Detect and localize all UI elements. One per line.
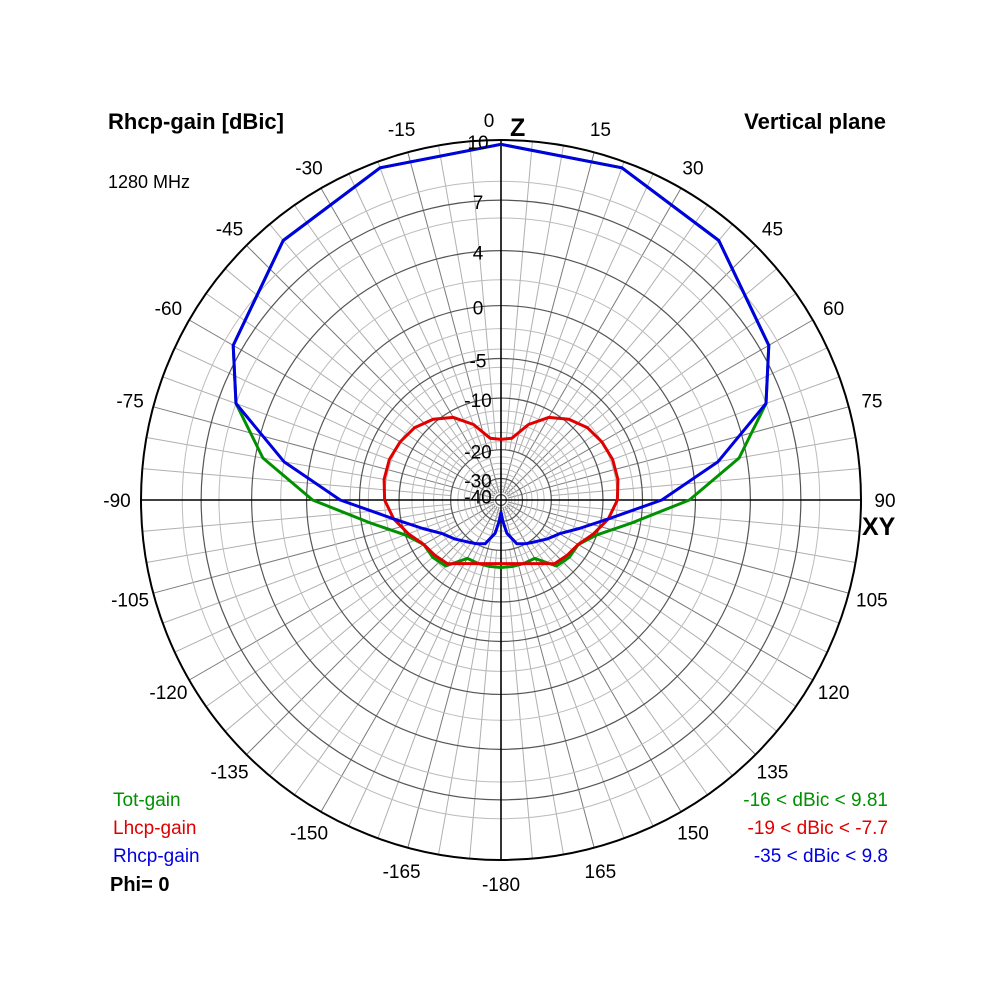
grid-spoke <box>506 505 756 755</box>
angle-label: 165 <box>585 862 617 883</box>
angle-label: -150 <box>290 824 328 845</box>
grid-spoke <box>320 187 498 494</box>
angle-label: -165 <box>383 862 421 883</box>
grid-spoke <box>153 501 494 594</box>
chart-title-left: Rhcp-gain [dBic] <box>108 109 284 134</box>
z-axis-name: Z <box>510 114 525 142</box>
series-lhcp-gain <box>382 415 620 566</box>
grid-spoke <box>504 550 533 859</box>
angle-label: 0 <box>484 111 495 132</box>
grid-spoke <box>521 173 654 455</box>
series-rhcp-gain <box>231 142 771 546</box>
grid-spoke <box>407 152 500 493</box>
angle-label: 75 <box>861 392 882 413</box>
frequency-label: 1280 MHz <box>108 172 190 192</box>
series-tot-gain <box>231 142 771 569</box>
angle-label: 150 <box>677 824 709 845</box>
angle-label: -45 <box>216 220 243 241</box>
radial-label: -20 <box>464 443 491 464</box>
grid-spoke <box>546 520 828 653</box>
radial-labels: 10 7 4 0 -5 -10 -20 -30-40 <box>464 133 491 509</box>
radial-label: -10 <box>464 391 491 412</box>
grid-spoke <box>246 245 496 495</box>
angle-label: -105 <box>111 590 149 611</box>
angle-label: -90 <box>103 491 130 512</box>
angle-label: 45 <box>762 220 783 241</box>
radial-label: -40 <box>464 488 491 509</box>
grid-spoke <box>174 520 456 653</box>
grid-spoke <box>508 501 849 594</box>
radial-label: 10 <box>467 133 488 154</box>
chart-title-right: Vertical plane <box>744 109 886 134</box>
angle-label: 105 <box>856 590 888 611</box>
legend-range-lhcp-gain: -19 < dBic < -7.7 <box>748 818 888 839</box>
radial-label: -5 <box>470 352 487 373</box>
radial-label: 4 <box>473 244 484 265</box>
legend-name-lhcp-gain: Lhcp-gain <box>113 818 196 839</box>
angle-label: 60 <box>823 299 844 320</box>
legend: Tot-gain Lhcp-gain Rhcp-gain -16 < dBic … <box>113 790 888 867</box>
angle-label: 135 <box>757 763 789 784</box>
angle-label: -135 <box>210 763 248 784</box>
grid-spoke <box>502 152 595 493</box>
grid-spoke <box>521 545 654 827</box>
angle-label: -15 <box>388 120 415 141</box>
series-traces <box>231 142 771 569</box>
grid-spoke <box>506 245 756 495</box>
grid-spoke <box>142 468 451 497</box>
angle-label: 90 <box>874 491 895 512</box>
radial-label: 0 <box>473 299 484 320</box>
angle-label: -30 <box>295 158 322 179</box>
grid-spoke <box>153 406 494 499</box>
angle-label: 120 <box>818 683 850 704</box>
grid-spoke <box>504 187 682 494</box>
angle-label: -60 <box>155 299 182 320</box>
legend-range-tot-gain: -16 < dBic < 9.81 <box>743 790 888 811</box>
legend-range-rhcp-gain: -35 < dBic < 9.8 <box>754 846 888 867</box>
xy-axis-name: XY <box>862 513 896 541</box>
grid-spoke <box>507 319 814 497</box>
angle-label: 30 <box>682 158 703 179</box>
phi-label: Phi= 0 <box>110 874 169 896</box>
grid-spoke <box>504 141 533 450</box>
radial-label: 7 <box>473 193 484 214</box>
grid-spoke <box>188 319 495 497</box>
grid-spoke <box>469 550 498 859</box>
angle-label: -120 <box>149 683 187 704</box>
grid-spoke <box>348 173 481 455</box>
angle-label: -180 <box>482 875 520 896</box>
grid-spoke <box>546 347 828 480</box>
angle-labels: 0 153045607590105120135150165-180-165-150… <box>103 111 895 896</box>
angle-label: -75 <box>116 392 143 413</box>
grid-spoke <box>508 406 849 499</box>
angle-label: 15 <box>590 120 611 141</box>
radial-label: -30 <box>464 472 491 493</box>
polar-grid <box>140 139 862 861</box>
grid-spoke <box>142 503 451 532</box>
grid-spoke <box>348 545 481 827</box>
grid-spoke <box>551 468 860 497</box>
grid-spoke <box>174 347 456 480</box>
legend-name-tot-gain: Tot-gain <box>113 790 181 811</box>
legend-name-rhcp-gain: Rhcp-gain <box>113 846 200 867</box>
grid-spoke <box>551 503 860 532</box>
grid-spoke <box>246 505 496 755</box>
